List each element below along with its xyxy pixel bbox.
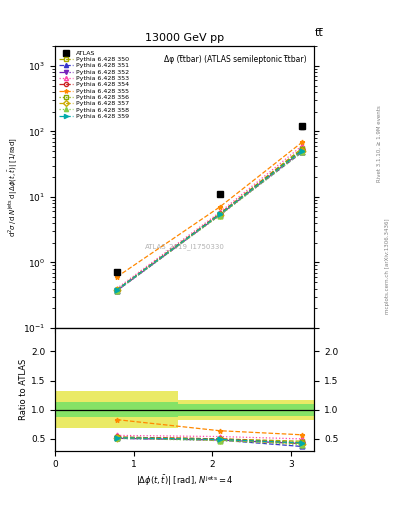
Text: Δφ (t̅tbar) (ATLAS semileptonic t̅tbar): Δφ (t̅tbar) (ATLAS semileptonic t̅tbar) (164, 55, 307, 63)
Y-axis label: $\mathrm{d}^2\sigma\,/\,\mathrm{d}\,N^{\mathrm{jets}}\,\mathrm{d}\,|\Delta\phi(t: $\mathrm{d}^2\sigma\,/\,\mathrm{d}\,N^{\… (7, 137, 20, 237)
Pythia 6.428 357 (217, 212, 222, 218)
Pythia 6.428 353 (217, 209, 222, 216)
Pythia 6.428 359 (217, 211, 222, 218)
Pythia 6.428 355 (299, 139, 304, 145)
Pythia 6.428 355 (217, 204, 222, 210)
Pythia 6.428 357 (114, 287, 119, 293)
Text: tt̅: tt̅ (314, 28, 323, 38)
Pythia 6.428 353 (114, 286, 119, 292)
Pythia 6.428 356 (299, 146, 304, 153)
Line: Pythia 6.428 355: Pythia 6.428 355 (114, 140, 305, 280)
Line: Pythia 6.428 358: Pythia 6.428 358 (114, 150, 305, 293)
Pythia 6.428 354 (217, 211, 222, 217)
Pythia 6.428 358 (114, 288, 119, 294)
Text: mcplots.cern.ch [arXiv:1306.3436]: mcplots.cern.ch [arXiv:1306.3436] (385, 219, 389, 314)
Pythia 6.428 359 (114, 287, 119, 293)
Pythia 6.428 354 (299, 147, 304, 153)
Pythia 6.428 355 (114, 274, 119, 280)
Line: Pythia 6.428 352: Pythia 6.428 352 (114, 148, 305, 293)
Pythia 6.428 354 (114, 287, 119, 293)
Pythia 6.428 356 (114, 287, 119, 293)
Line: Pythia 6.428 350: Pythia 6.428 350 (114, 146, 305, 292)
Pythia 6.428 351 (217, 212, 222, 218)
Line: Pythia 6.428 359: Pythia 6.428 359 (114, 148, 305, 292)
Pythia 6.428 350 (217, 211, 222, 217)
Line: Pythia 6.428 353: Pythia 6.428 353 (114, 143, 305, 291)
Pythia 6.428 351 (299, 149, 304, 155)
Pythia 6.428 359 (299, 147, 304, 154)
Pythia 6.428 350 (114, 287, 119, 293)
Pythia 6.428 350 (299, 145, 304, 152)
Line: Pythia 6.428 356: Pythia 6.428 356 (114, 147, 305, 292)
Text: ATLAS_2019_I1750330: ATLAS_2019_I1750330 (145, 243, 225, 250)
Pythia 6.428 352 (114, 288, 119, 294)
Pythia 6.428 358 (299, 149, 304, 155)
Pythia 6.428 357 (299, 148, 304, 154)
X-axis label: $|\Delta\phi(t,\bar{t})|$ [rad], $N^{\mathrm{jets}}=4$: $|\Delta\phi(t,\bar{t})|$ [rad], $N^{\ma… (136, 474, 233, 488)
Pythia 6.428 352 (299, 148, 304, 154)
Text: Rivet 3.1.10, ≥ 1.9M events: Rivet 3.1.10, ≥ 1.9M events (377, 105, 382, 182)
Y-axis label: Ratio to ATLAS: Ratio to ATLAS (19, 358, 28, 420)
Pythia 6.428 356 (217, 211, 222, 217)
Pythia 6.428 353 (299, 143, 304, 149)
Legend: ATLAS, Pythia 6.428 350, Pythia 6.428 351, Pythia 6.428 352, Pythia 6.428 353, P: ATLAS, Pythia 6.428 350, Pythia 6.428 35… (58, 49, 130, 120)
Pythia 6.428 358 (217, 212, 222, 219)
Line: Pythia 6.428 354: Pythia 6.428 354 (114, 147, 305, 292)
Line: Pythia 6.428 351: Pythia 6.428 351 (114, 150, 305, 293)
Pythia 6.428 352 (217, 212, 222, 218)
Line: Pythia 6.428 357: Pythia 6.428 357 (114, 148, 305, 292)
Title: 13000 GeV pp: 13000 GeV pp (145, 33, 224, 42)
Pythia 6.428 351 (114, 288, 119, 294)
